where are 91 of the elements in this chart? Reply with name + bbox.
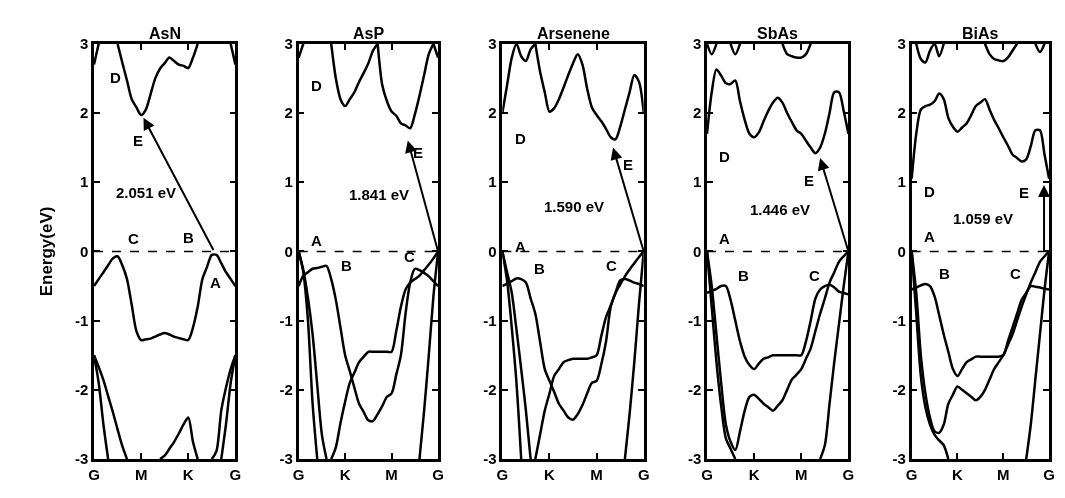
y-tick-label: 3 [692, 35, 702, 53]
x-tick-label: M [385, 465, 398, 483]
y-tick-label: -3 [483, 450, 497, 468]
chart-title: AsP [353, 25, 385, 42]
y-tick-label: 1 [284, 173, 293, 191]
y-tick-label: 1 [692, 173, 702, 191]
y-axis-title: Energy(eV) [37, 206, 57, 297]
annotation: C [128, 230, 139, 247]
annotation: D [515, 130, 526, 147]
x-tick-label: G [1043, 465, 1055, 483]
annotation: E [413, 144, 424, 161]
x-tick-label: G [229, 465, 242, 483]
y-tick-label: -2 [892, 381, 906, 399]
y-tick-label: 0 [692, 242, 702, 260]
y-tick-label: 1 [897, 173, 906, 191]
y-tick-label: 3 [897, 35, 906, 53]
x-tick-label: G [905, 465, 918, 483]
annotation: A [311, 232, 322, 249]
y-tick-label: -2 [687, 381, 702, 399]
annotation: D [924, 183, 935, 200]
annotation: C [809, 267, 820, 284]
x-tick-label: G [88, 465, 100, 483]
y-tick-label: 3 [488, 35, 497, 53]
annotation: C [404, 248, 415, 265]
x-tick-label: G [292, 465, 305, 483]
annotation: 1.059 eV [953, 210, 1014, 227]
chart-title: SbAs [757, 25, 798, 42]
x-tick-label: G [637, 465, 650, 483]
y-tick-label: 0 [488, 242, 497, 260]
x-tick-label: K [952, 465, 964, 483]
x-tick-label: K [182, 465, 194, 483]
annotation: D [311, 77, 322, 94]
x-tick-label: G [496, 465, 509, 483]
y-tick-label: 0 [897, 242, 906, 260]
annotation: E [804, 172, 815, 189]
x-tick-label: M [590, 465, 603, 483]
y-tick-label: 2 [79, 104, 89, 122]
x-tick-label: M [134, 465, 148, 483]
annotation: B [341, 257, 352, 274]
annotation: A [719, 230, 730, 247]
annotation: E [1019, 184, 1030, 201]
x-tick-label: K [339, 465, 351, 483]
annotation: C [1010, 265, 1021, 282]
y-tick-label: -2 [483, 381, 497, 399]
x-tick-label: G [842, 465, 855, 483]
annotation: B [939, 265, 950, 282]
x-tick-label: M [795, 465, 808, 483]
y-tick-label: -1 [74, 311, 89, 329]
annotation: B [534, 260, 545, 277]
y-tick-label: 0 [79, 242, 89, 260]
x-tick-label: M [997, 465, 1010, 483]
x-tick-label: K [544, 465, 556, 483]
x-tick-label: K [748, 465, 760, 483]
annotation: D [719, 148, 730, 165]
y-tick-label: -1 [892, 311, 906, 329]
y-tick-label: -2 [74, 381, 89, 399]
y-tick-label: -3 [687, 450, 702, 468]
chart-title: AsN [149, 25, 182, 42]
annotation: 1.446 eV [750, 201, 811, 218]
y-tick-label: 0 [284, 242, 293, 260]
annotation: C [606, 257, 617, 274]
chart-title: BiAs [962, 25, 999, 42]
annotation: A [924, 228, 935, 245]
annotation: E [133, 132, 144, 149]
y-tick-label: -1 [483, 311, 497, 329]
y-tick-label: 2 [488, 104, 497, 122]
chart-title: Arsenene [537, 25, 611, 42]
y-tick-label: -3 [279, 450, 293, 468]
annotation: B [738, 267, 749, 284]
y-tick-label: 1 [488, 173, 497, 191]
annotation: D [110, 69, 121, 86]
y-tick-label: -1 [687, 311, 702, 329]
y-tick-label: -3 [892, 450, 906, 468]
x-tick-label: G [701, 465, 713, 483]
y-tick-label: 3 [284, 35, 293, 53]
annotation: 1.841 eV [349, 186, 410, 203]
annotation: 2.051 eV [116, 184, 177, 201]
y-tick-label: 3 [79, 35, 89, 53]
annotation: E [623, 156, 634, 173]
y-tick-label: 2 [692, 104, 702, 122]
y-tick-label: 2 [284, 104, 293, 122]
x-tick-label: G [432, 465, 444, 483]
y-tick-label: -3 [74, 450, 89, 468]
annotation: B [183, 229, 194, 246]
y-tick-label: -1 [279, 311, 293, 329]
annotation: A [210, 274, 221, 291]
y-tick-label: 1 [79, 173, 89, 191]
annotation: A [515, 238, 526, 255]
annotation: 1.590 eV [544, 198, 605, 215]
y-tick-label: -2 [279, 381, 293, 399]
y-tick-label: 2 [897, 104, 906, 122]
